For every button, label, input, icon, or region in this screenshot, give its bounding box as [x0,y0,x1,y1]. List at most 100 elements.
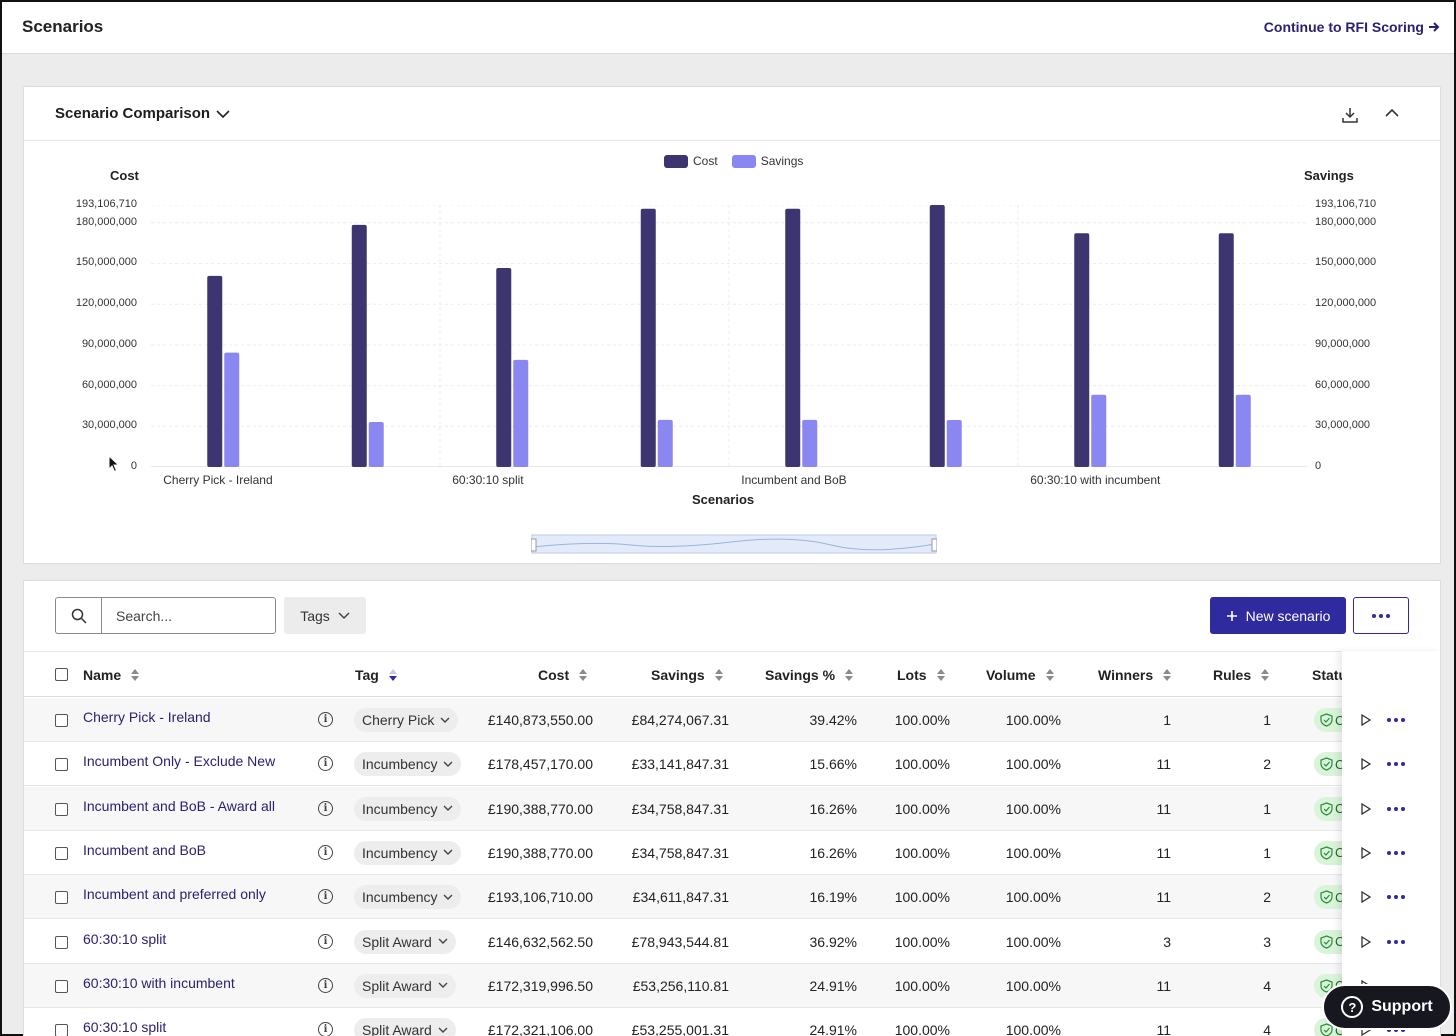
tag-dropdown[interactable]: Split Award [354,929,456,954]
column-header-volume[interactable]: Volume [986,667,1054,683]
table-row[interactable]: Incumbent and BoB - Award all i Incumbency… [24,786,1440,831]
y-tick-label-left: 30,000,000 [81,419,137,432]
play-icon[interactable] [1360,714,1372,726]
row-more-options[interactable] [1387,850,1405,855]
bar-cost-1[interactable] [351,224,367,467]
tag-dropdown[interactable]: Incumbency [354,752,462,777]
search-button[interactable] [55,597,101,634]
bar-savings-7[interactable] [1235,394,1251,467]
bar-savings-1[interactable] [368,422,384,467]
table-row[interactable]: 60:30:10 split i Split Award £172,321,106.0… [24,1008,1440,1036]
chart-zoom-slider[interactable] [531,533,937,555]
scenario-name-link[interactable]: Cherry Pick - Ireland [83,709,211,725]
info-icon[interactable]: i [318,756,333,772]
tag-dropdown[interactable]: Incumbency [354,796,462,821]
tag-dropdown[interactable]: Split Award [354,1018,456,1036]
bar-savings-0[interactable] [224,352,240,467]
shield-check-icon [1320,801,1333,816]
info-icon[interactable]: i [318,712,333,727]
tag-dropdown[interactable]: Incumbency [354,840,462,865]
row-checkbox[interactable] [55,979,68,993]
row-checkbox[interactable] [55,935,68,949]
chevron-up-icon[interactable] [1382,103,1402,123]
download-icon[interactable] [1340,105,1360,125]
support-button[interactable]: ? Support [1322,984,1452,1030]
row-more-options[interactable] [1387,806,1405,811]
table-row[interactable]: 60:30:10 with incumbent i Split Award £172,… [24,963,1440,1008]
table-row[interactable]: Incumbent and BoB i Incumbency £190,388,770… [24,831,1440,875]
bar-cost-4[interactable] [785,208,801,467]
info-icon[interactable]: i [318,800,333,816]
new-scenario-button[interactable]: New scenario [1210,597,1346,634]
table-row[interactable]: 60:30:10 split i Split Award £146,632,562.5… [24,920,1440,964]
row-checkbox[interactable] [55,714,68,727]
search-input[interactable] [101,597,276,634]
cost-cell: £193,106,710.00 [487,889,593,906]
scenario-name-link[interactable]: 60:30:10 split [83,930,167,947]
column-header-savings-percent[interactable]: Savings % [765,667,854,683]
scenario-name-link[interactable]: Incumbent and preferred only [83,886,266,903]
row-checkbox[interactable] [55,1024,68,1036]
info-icon[interactable]: i [318,977,333,993]
row-more-options[interactable] [1387,1028,1405,1033]
info-icon[interactable]: i [318,844,333,860]
play-icon[interactable] [1360,891,1372,904]
scenario-comparison-dropdown[interactable]: Scenario Comparison [55,105,230,122]
bar-cost-2[interactable] [496,268,512,467]
table-row[interactable]: Incumbent Only - Exclude New i Incumbency £… [24,742,1440,787]
column-header-savings[interactable]: Savings [651,667,723,683]
bar-savings-2[interactable] [513,359,529,467]
tags-filter-dropdown[interactable]: Tags [284,597,366,634]
column-header-winners[interactable]: Winners [1098,667,1172,683]
play-icon[interactable] [1360,802,1372,815]
column-header-status[interactable]: Status [1312,667,1342,683]
continue-rfi-scoring-link[interactable]: Continue to RFI Scoring [1264,19,1440,35]
play-icon[interactable] [1360,758,1372,771]
scenario-name-link[interactable]: 60:30:10 split [83,1019,167,1036]
more-options-button[interactable] [1353,597,1409,634]
bar-cost-6[interactable] [1074,233,1090,467]
row-checkbox[interactable] [55,758,68,772]
more-horizontal-icon [1387,850,1405,855]
row-checkbox[interactable] [55,846,68,860]
row-checkbox[interactable] [55,802,68,816]
row-more-options[interactable] [1387,939,1405,944]
scenario-name-link[interactable]: 60:30:10 with incumbent [83,974,235,991]
bar-cost-5[interactable] [929,205,945,467]
bar-cost-0[interactable] [207,275,223,467]
bar-savings-5[interactable] [946,420,962,467]
tag-dropdown[interactable]: Cherry Pick [354,708,459,732]
legend-item-cost[interactable]: Cost [664,154,718,168]
winners-cell: 1 [1163,712,1171,728]
bar-cost-7[interactable] [1218,233,1234,467]
play-icon[interactable] [1360,846,1372,859]
column-header-rules[interactable]: Rules [1213,667,1270,683]
shield-check-icon [1320,846,1333,860]
column-header-cost[interactable]: Cost [538,667,588,683]
select-all-checkbox[interactable] [55,668,68,681]
row-checkbox[interactable] [55,891,68,905]
tag-dropdown[interactable]: Split Award [354,973,456,998]
row-more-options[interactable] [1387,895,1405,900]
info-icon[interactable]: i [318,889,333,905]
column-header-lots[interactable]: Lots [897,667,945,683]
scenario-name-link[interactable]: Incumbent Only - Exclude New [83,753,276,770]
bar-savings-4[interactable] [802,419,818,467]
column-header-tag[interactable]: Tag [355,667,397,683]
bar-savings-3[interactable] [657,419,673,467]
play-icon[interactable] [1360,935,1372,948]
info-icon[interactable]: i [318,933,333,949]
scenario-name-link[interactable]: Incumbent and BoB [83,841,206,858]
info-icon[interactable]: i [318,1022,333,1036]
table-row[interactable]: Incumbent and preferred only i Incumbency £… [24,875,1440,920]
row-more-options[interactable] [1387,718,1405,722]
status-label: C [1335,712,1345,728]
bar-savings-6[interactable] [1091,394,1107,467]
column-header-name[interactable]: Name [83,667,140,683]
tag-dropdown[interactable]: Incumbency [354,885,462,910]
row-more-options[interactable] [1387,762,1405,767]
bar-cost-3[interactable] [640,208,656,467]
scenario-name-link[interactable]: Incumbent and BoB - Award all [83,797,275,814]
legend-item-savings[interactable]: Savings [731,154,803,168]
table-row[interactable]: Cherry Pick - Ireland i Cherry Pick £140,87… [24,698,1440,742]
